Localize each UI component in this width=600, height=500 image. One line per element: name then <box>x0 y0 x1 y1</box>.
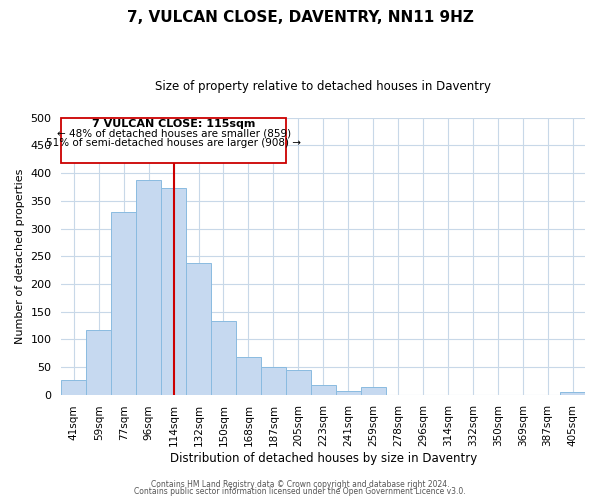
Bar <box>86 330 111 394</box>
Title: Size of property relative to detached houses in Daventry: Size of property relative to detached ho… <box>155 80 491 93</box>
Bar <box>311 384 335 394</box>
Bar <box>236 357 261 395</box>
Bar <box>136 180 161 394</box>
Bar <box>560 392 585 394</box>
FancyBboxPatch shape <box>61 118 286 163</box>
Bar <box>335 392 361 394</box>
X-axis label: Distribution of detached houses by size in Daventry: Distribution of detached houses by size … <box>170 452 477 465</box>
Bar <box>61 380 86 394</box>
Bar <box>186 264 211 394</box>
Bar <box>211 321 236 394</box>
Bar <box>286 370 311 394</box>
Bar <box>111 212 136 394</box>
Bar <box>261 367 286 394</box>
Text: Contains public sector information licensed under the Open Government Licence v3: Contains public sector information licen… <box>134 487 466 496</box>
Y-axis label: Number of detached properties: Number of detached properties <box>15 168 25 344</box>
Text: 7 VULCAN CLOSE: 115sqm: 7 VULCAN CLOSE: 115sqm <box>92 119 255 129</box>
Text: Contains HM Land Registry data © Crown copyright and database right 2024.: Contains HM Land Registry data © Crown c… <box>151 480 449 489</box>
Text: 7, VULCAN CLOSE, DAVENTRY, NN11 9HZ: 7, VULCAN CLOSE, DAVENTRY, NN11 9HZ <box>127 10 473 25</box>
Text: ← 48% of detached houses are smaller (859): ← 48% of detached houses are smaller (85… <box>56 128 290 138</box>
Text: 51% of semi-detached houses are larger (908) →: 51% of semi-detached houses are larger (… <box>46 138 301 147</box>
Bar <box>161 188 186 394</box>
Bar <box>361 388 386 394</box>
